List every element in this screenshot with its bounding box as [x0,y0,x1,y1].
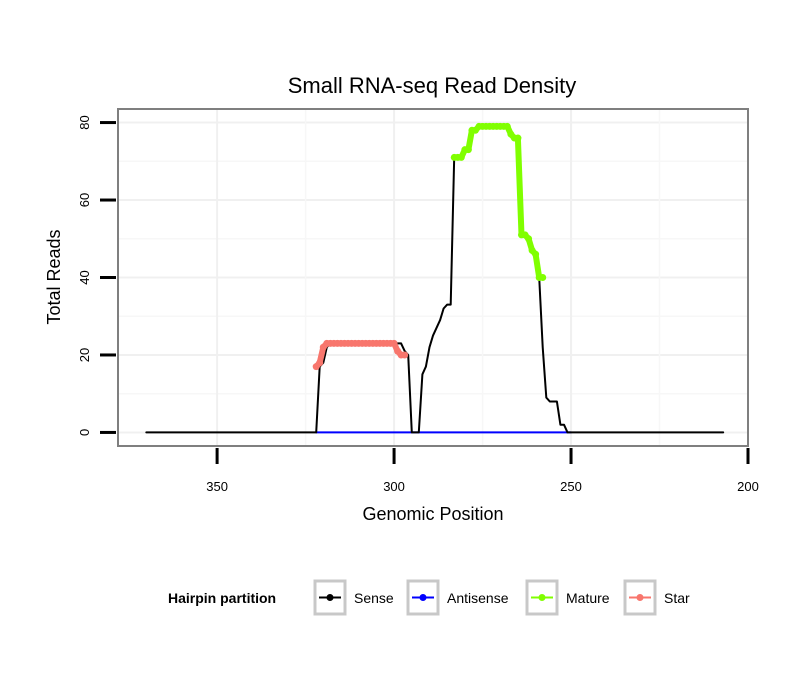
series-layer [145,122,725,434]
x-axis: 350 300 250 200 [206,448,759,494]
y-tick-label: 60 [77,193,92,207]
mature-data-point [464,146,472,154]
y-axis-title: Total Reads [44,229,64,324]
mature-data-point [532,250,540,258]
y-tick-label: 20 [77,348,92,362]
sense-series-line [145,125,725,434]
star-data-point [401,351,409,359]
y-axis: 0 20 40 60 80 [77,115,116,436]
legend-label-star: Star [664,590,690,606]
mature-data-point [539,274,547,281]
legend-title: Hairpin partition [168,590,276,606]
mature-data-point [503,122,511,130]
legend-key-sense-point [326,594,334,601]
star-data-point [316,359,324,367]
y-tick-label: 40 [77,270,92,284]
mature-data-point [457,153,465,161]
y-tick-label: 80 [77,115,92,129]
legend-key-mature-point [538,594,546,601]
x-tick-label: 250 [560,479,582,494]
legend-key-antisense-point [419,594,427,601]
mature-data-point [525,235,533,243]
legend-label-sense: Sense [354,590,394,606]
x-axis-title: Genomic Position [362,504,503,524]
grid-lines [118,109,749,446]
x-tick-label: 350 [206,479,228,494]
plot-panel-border [117,108,749,447]
x-tick-label: 200 [737,479,759,494]
star-data-point [390,339,398,347]
y-tick-label: 0 [77,429,92,436]
legend-label-mature: Mature [566,590,610,606]
legend: Hairpin partition Sense Antisense Mature St… [168,579,690,616]
legend-key-star-point [636,594,644,601]
mature-data-point [514,134,522,142]
chart-title: Small RNA-seq Read Density [288,73,577,98]
legend-label-antisense: Antisense [447,590,509,606]
x-tick-label: 300 [383,479,405,494]
